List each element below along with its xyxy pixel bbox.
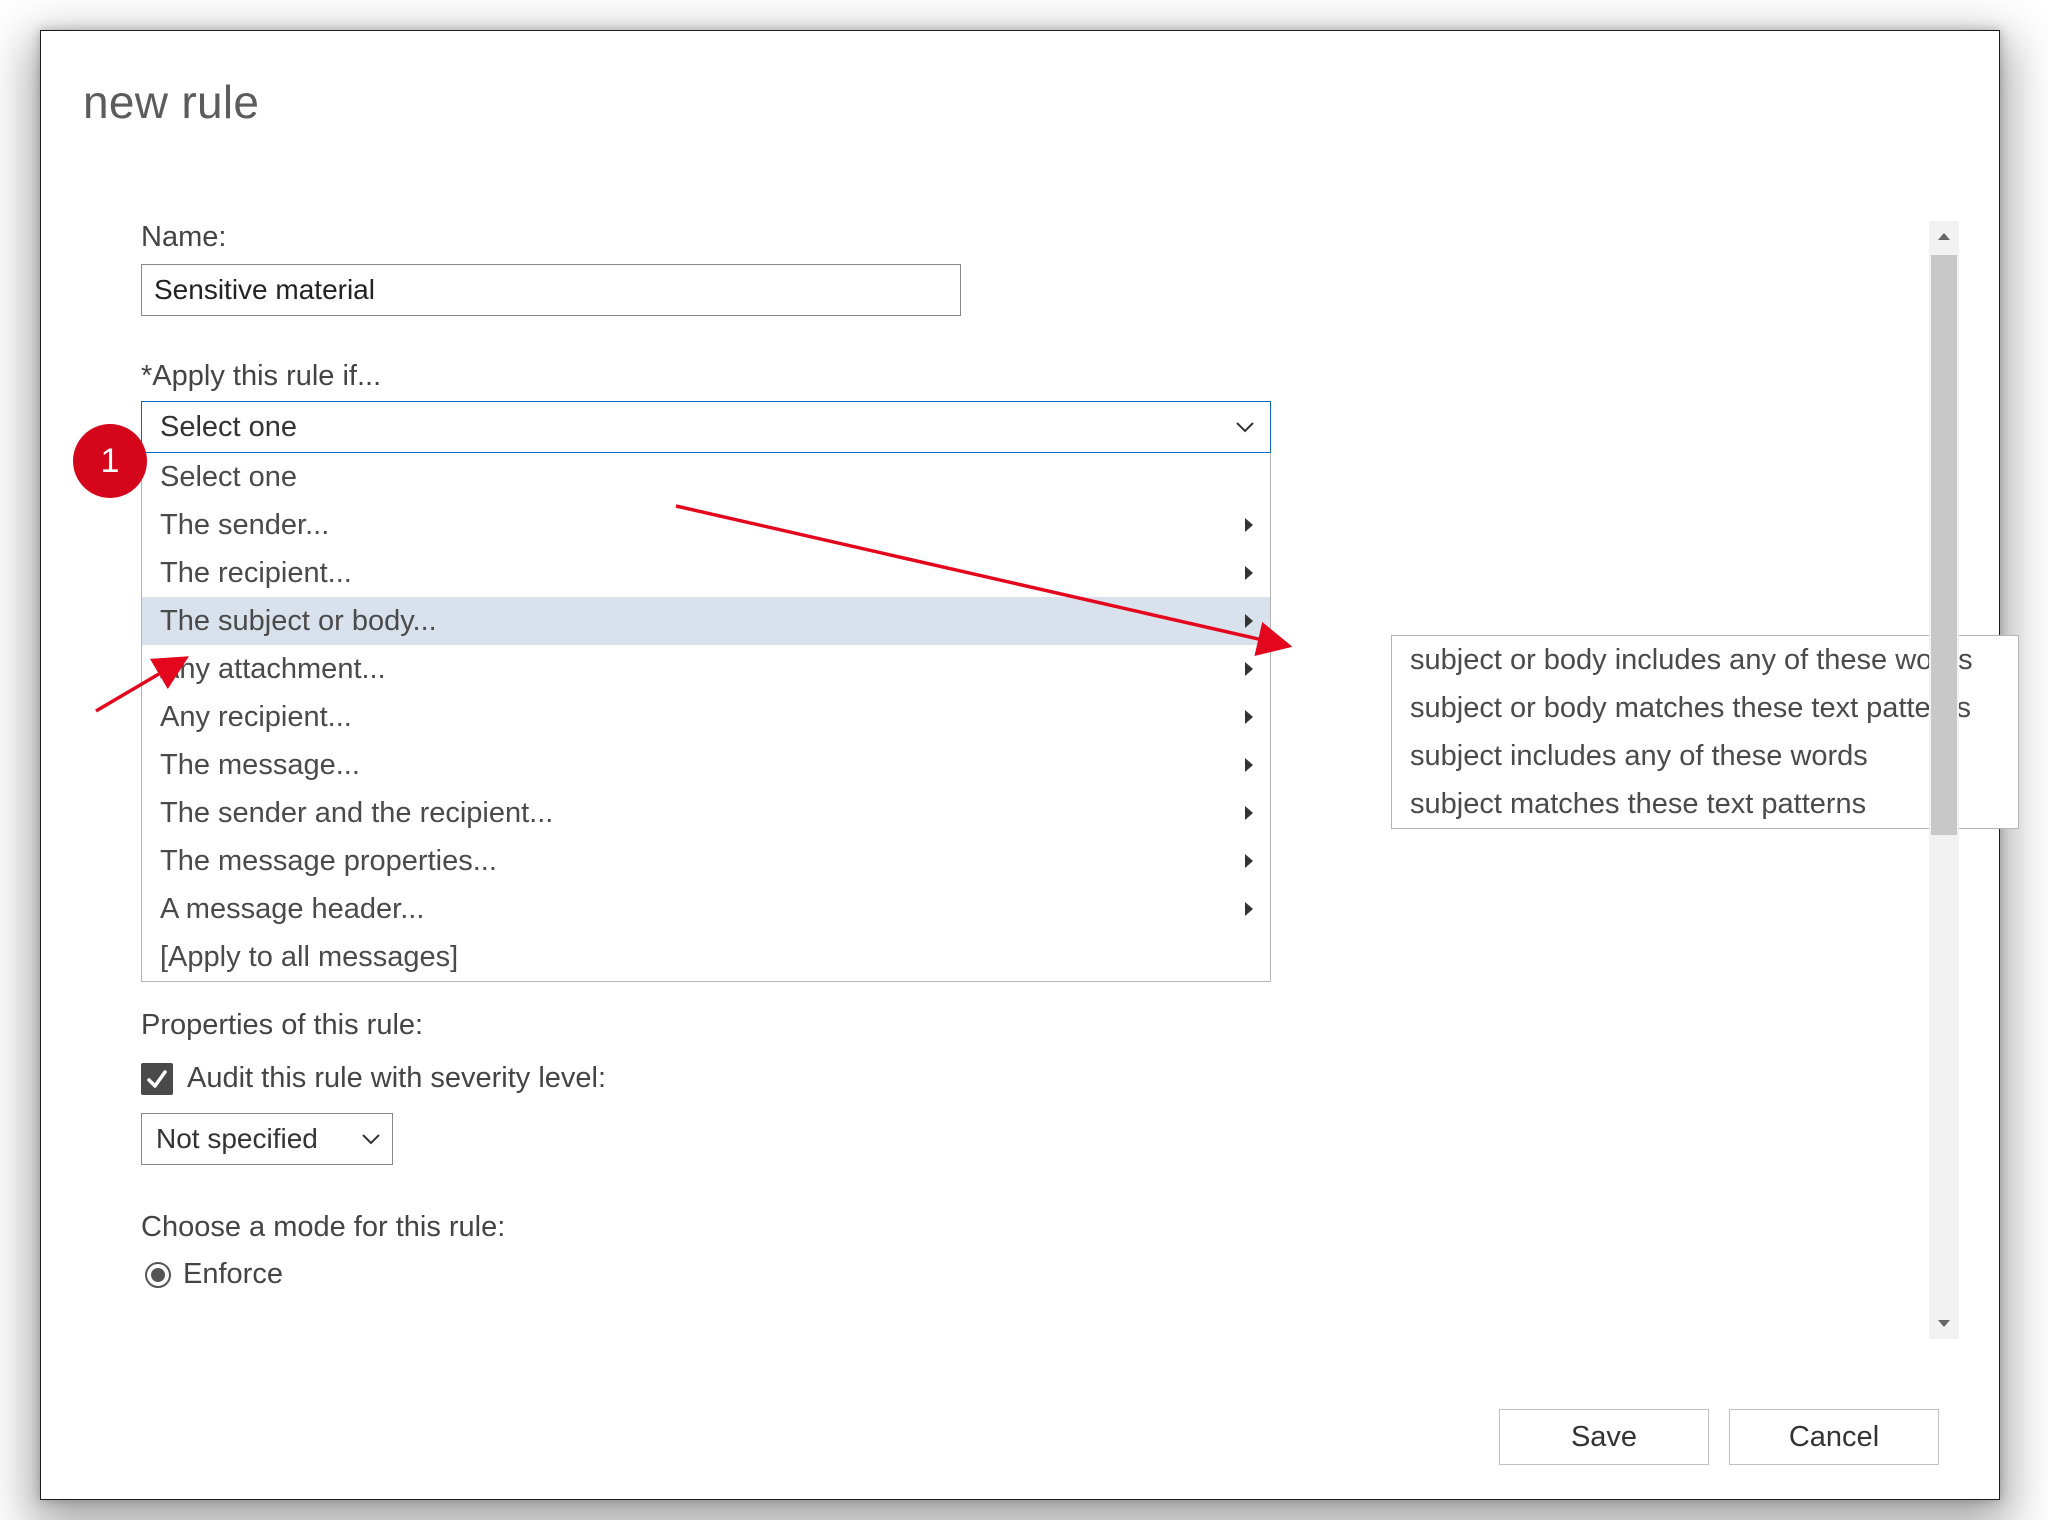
rule-properties-section: Properties of this rule: Audit this rule… xyxy=(141,1009,606,1291)
dropdown-item[interactable]: [Apply to all messages] xyxy=(142,933,1270,981)
rule-name-input[interactable] xyxy=(141,264,961,316)
dropdown-item[interactable]: The subject or body... xyxy=(142,597,1270,645)
dropdown-item[interactable]: A message header... xyxy=(142,885,1270,933)
severity-combo[interactable]: Not specified xyxy=(141,1113,393,1165)
dialog-title: new rule xyxy=(83,75,259,129)
dropdown-item[interactable]: Select one xyxy=(142,453,1270,501)
submenu-item[interactable]: subject or body includes any of these wo… xyxy=(1392,636,2018,684)
properties-label: Properties of this rule: xyxy=(141,1009,606,1042)
chevron-right-icon xyxy=(1244,805,1254,821)
chevron-right-icon xyxy=(1244,757,1254,773)
apply-rule-combo-value: Select one xyxy=(160,411,297,444)
scroll-down-icon[interactable] xyxy=(1929,1309,1959,1339)
dropdown-item-label: The sender and the recipient... xyxy=(160,797,553,830)
submenu-item[interactable]: subject includes any of these words xyxy=(1392,732,2018,780)
new-rule-dialog: new rule Name: *Apply this rule if... Se… xyxy=(40,30,2000,1500)
severity-value: Not specified xyxy=(156,1123,318,1155)
chevron-down-icon xyxy=(1236,421,1254,433)
apply-rule-dropdown: Select one The sender... The recipient... T… xyxy=(141,453,1271,982)
chevron-right-icon xyxy=(1244,517,1254,533)
dropdown-item[interactable]: Any attachment... xyxy=(142,645,1270,693)
dropdown-item-label: The message... xyxy=(160,749,360,782)
name-label: Name: xyxy=(141,221,1881,254)
chevron-right-icon xyxy=(1244,901,1254,917)
dropdown-item[interactable]: Any recipient... xyxy=(142,693,1270,741)
apply-rule-label: *Apply this rule if... xyxy=(141,360,1881,393)
dropdown-item[interactable]: The message... xyxy=(142,741,1270,789)
audit-checkbox[interactable] xyxy=(141,1063,173,1095)
scrollbar-thumb[interactable] xyxy=(1931,255,1957,835)
dropdown-item-label: Any attachment... xyxy=(160,653,386,686)
chevron-down-icon xyxy=(362,1133,380,1145)
enforce-label: Enforce xyxy=(183,1258,283,1291)
chevron-right-icon xyxy=(1244,661,1254,677)
dropdown-item-label: [Apply to all messages] xyxy=(160,941,458,974)
scroll-up-icon[interactable] xyxy=(1929,221,1959,251)
chevron-right-icon xyxy=(1244,853,1254,869)
subject-body-submenu: subject or body includes any of these wo… xyxy=(1391,635,2019,829)
chevron-right-icon xyxy=(1244,613,1254,629)
chevron-right-icon xyxy=(1244,709,1254,725)
dropdown-item-label: The sender... xyxy=(160,509,329,542)
chevron-right-icon xyxy=(1244,565,1254,581)
dropdown-item-label: Any recipient... xyxy=(160,701,352,734)
dropdown-item[interactable]: The sender... xyxy=(142,501,1270,549)
dropdown-item-label: A message header... xyxy=(160,893,424,926)
dropdown-item[interactable]: The message properties... xyxy=(142,837,1270,885)
submenu-item[interactable]: subject or body matches these text patte… xyxy=(1392,684,2018,732)
audit-label: Audit this rule with severity level: xyxy=(187,1062,606,1095)
cancel-button[interactable]: Cancel xyxy=(1729,1409,1939,1465)
mode-label: Choose a mode for this rule: xyxy=(141,1211,606,1244)
dropdown-item-label: The message properties... xyxy=(160,845,497,878)
dropdown-item-label: The subject or body... xyxy=(160,605,437,638)
dropdown-item[interactable]: The sender and the recipient... xyxy=(142,789,1270,837)
callout-badge-1: 1 xyxy=(73,424,147,498)
enforce-radio[interactable] xyxy=(145,1262,171,1288)
dialog-footer: Save Cancel xyxy=(1499,1409,1939,1465)
dropdown-item-label: Select one xyxy=(160,461,297,494)
save-button[interactable]: Save xyxy=(1499,1409,1709,1465)
dropdown-item-label: The recipient... xyxy=(160,557,352,590)
submenu-item[interactable]: subject matches these text patterns xyxy=(1392,780,2018,828)
dropdown-item[interactable]: The recipient... xyxy=(142,549,1270,597)
apply-rule-combo[interactable]: Select one xyxy=(141,401,1271,453)
vertical-scrollbar[interactable] xyxy=(1929,221,1959,1339)
